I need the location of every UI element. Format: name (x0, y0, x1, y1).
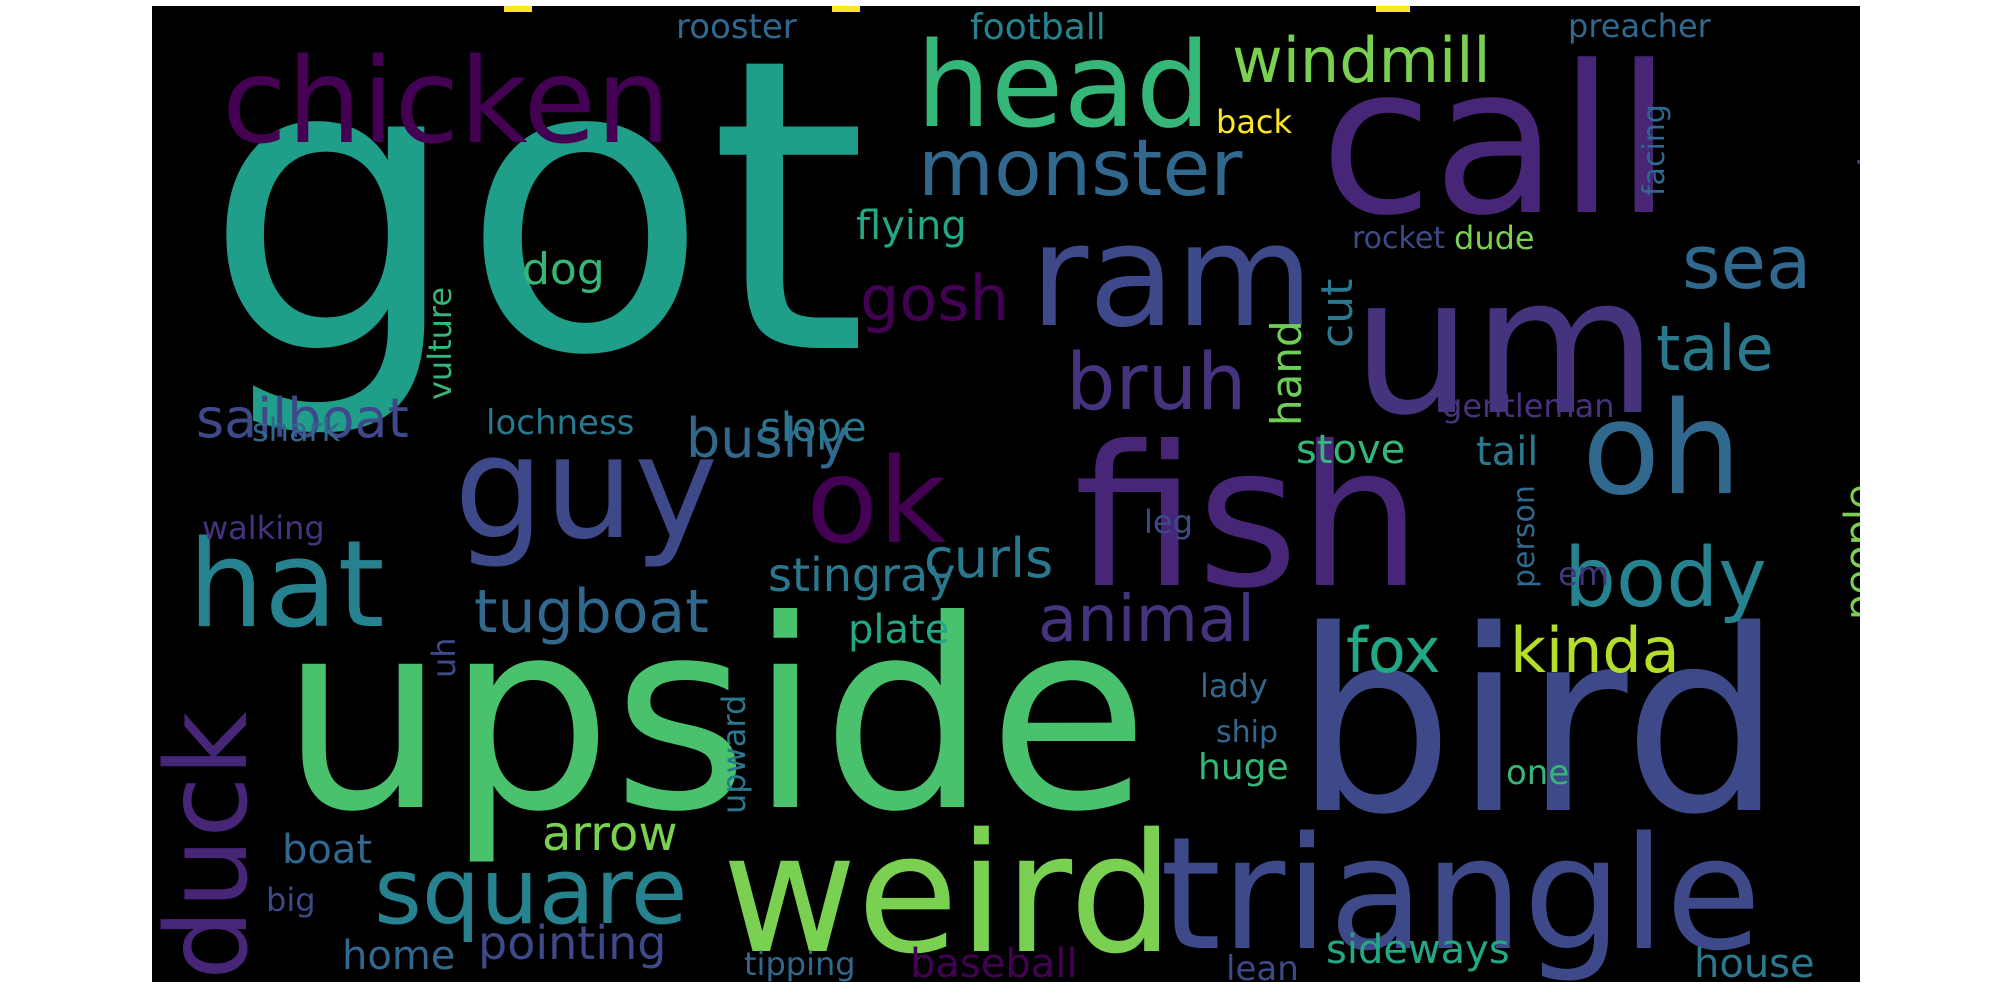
word: puppet (1848, 151, 1860, 300)
word: tipping (744, 945, 856, 982)
word: um (1352, 236, 1658, 457)
word: monster (918, 124, 1243, 214)
word-cloud-canvas: got upside bird call fish um weird trian… (152, 6, 1860, 982)
word: rooster (676, 7, 797, 47)
word: head (916, 16, 1211, 154)
word: bird (1294, 577, 1784, 870)
word: huge (1198, 747, 1289, 788)
word: big (266, 881, 316, 919)
word: dog (522, 244, 605, 295)
word: one (1506, 753, 1570, 793)
word: walking (202, 509, 325, 547)
word: dude (1454, 219, 1535, 257)
word: duck (152, 711, 273, 980)
word: oh (1582, 375, 1742, 524)
word: lady (1200, 667, 1268, 705)
word: lean (1226, 949, 1299, 982)
word: triangle (1160, 803, 1762, 982)
word: windmill (1232, 24, 1491, 97)
word: football (970, 7, 1106, 48)
word: slope (760, 405, 867, 451)
word: tugboat (474, 577, 709, 647)
word: upside (280, 564, 1150, 869)
word: boat (282, 827, 373, 873)
word: stingray (768, 548, 956, 602)
word: ok (806, 432, 947, 570)
word: em (1558, 555, 1609, 593)
word: pointing (478, 916, 667, 970)
word: arrow (542, 806, 678, 862)
word: upward (715, 694, 753, 814)
word: kinda (1510, 614, 1680, 687)
word: ram (1030, 194, 1314, 359)
word: ship (1216, 715, 1279, 750)
word: curls (924, 527, 1054, 590)
word: sailboat (196, 387, 409, 450)
word: plate (848, 607, 950, 653)
word: uh (425, 637, 463, 678)
word: gentleman (1442, 387, 1615, 425)
word: sea (1682, 220, 1812, 306)
word: home (342, 933, 456, 979)
word: call (1320, 23, 1673, 261)
word: fish (1074, 404, 1423, 631)
word: rocket (1352, 221, 1446, 256)
word: bushy (686, 407, 849, 470)
word: person (1507, 485, 1542, 588)
word: baseball (910, 941, 1078, 982)
word: house (1694, 941, 1815, 982)
word: hand (1262, 320, 1311, 426)
word: leg (1144, 503, 1193, 541)
word: people (1837, 484, 1860, 620)
sliver-3 (1376, 6, 1410, 12)
word: body (1564, 531, 1767, 626)
word: tale (1656, 312, 1774, 385)
word: fox (1346, 614, 1441, 687)
word: stove (1296, 427, 1406, 473)
sliver-1 (504, 6, 532, 12)
word: bruh (1066, 338, 1247, 428)
word: tail (1476, 429, 1539, 475)
word: flying (856, 203, 967, 249)
word: got (204, 6, 868, 444)
sliver-2 (832, 6, 860, 12)
word: preacher (1568, 7, 1711, 45)
word: shark (252, 411, 341, 449)
word: chicken (222, 32, 671, 170)
word: square (374, 838, 688, 945)
word: sideways (1326, 927, 1510, 973)
word: back (1216, 103, 1293, 141)
word: animal (1038, 583, 1255, 657)
word: vulture (421, 286, 459, 400)
word: weird (722, 798, 1174, 982)
word: guy (454, 406, 719, 571)
word: lochness (486, 403, 635, 443)
word: cut (1312, 278, 1363, 348)
word: gosh (860, 262, 1009, 335)
word: facing (1637, 104, 1672, 196)
word: hat (188, 516, 385, 655)
